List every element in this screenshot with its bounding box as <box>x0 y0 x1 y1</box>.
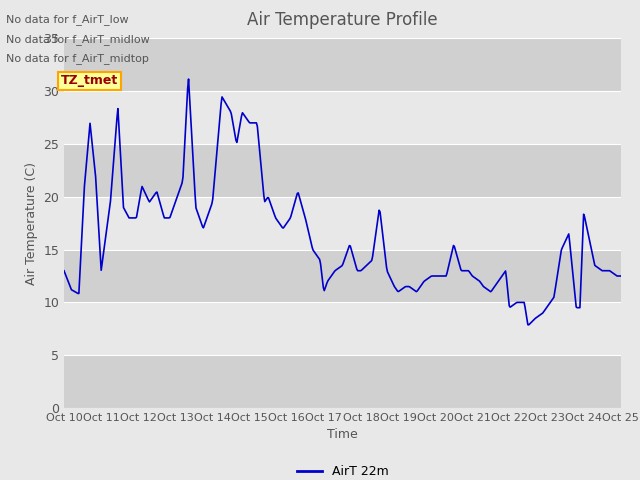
Bar <box>64 302 621 355</box>
Bar <box>64 38 621 91</box>
Bar <box>64 91 621 144</box>
Legend: AirT 22m: AirT 22m <box>292 460 393 480</box>
Bar <box>64 250 621 302</box>
Y-axis label: Air Temperature (C): Air Temperature (C) <box>25 162 38 285</box>
Text: No data for f_AirT_low: No data for f_AirT_low <box>6 14 129 25</box>
Text: No data for f_AirT_midlow: No data for f_AirT_midlow <box>6 34 150 45</box>
X-axis label: Time: Time <box>327 429 358 442</box>
Bar <box>64 144 621 197</box>
Title: Air Temperature Profile: Air Temperature Profile <box>247 11 438 28</box>
Text: TZ_tmet: TZ_tmet <box>61 74 118 87</box>
Bar <box>64 355 621 408</box>
Bar <box>64 197 621 250</box>
Text: No data for f_AirT_midtop: No data for f_AirT_midtop <box>6 53 149 64</box>
